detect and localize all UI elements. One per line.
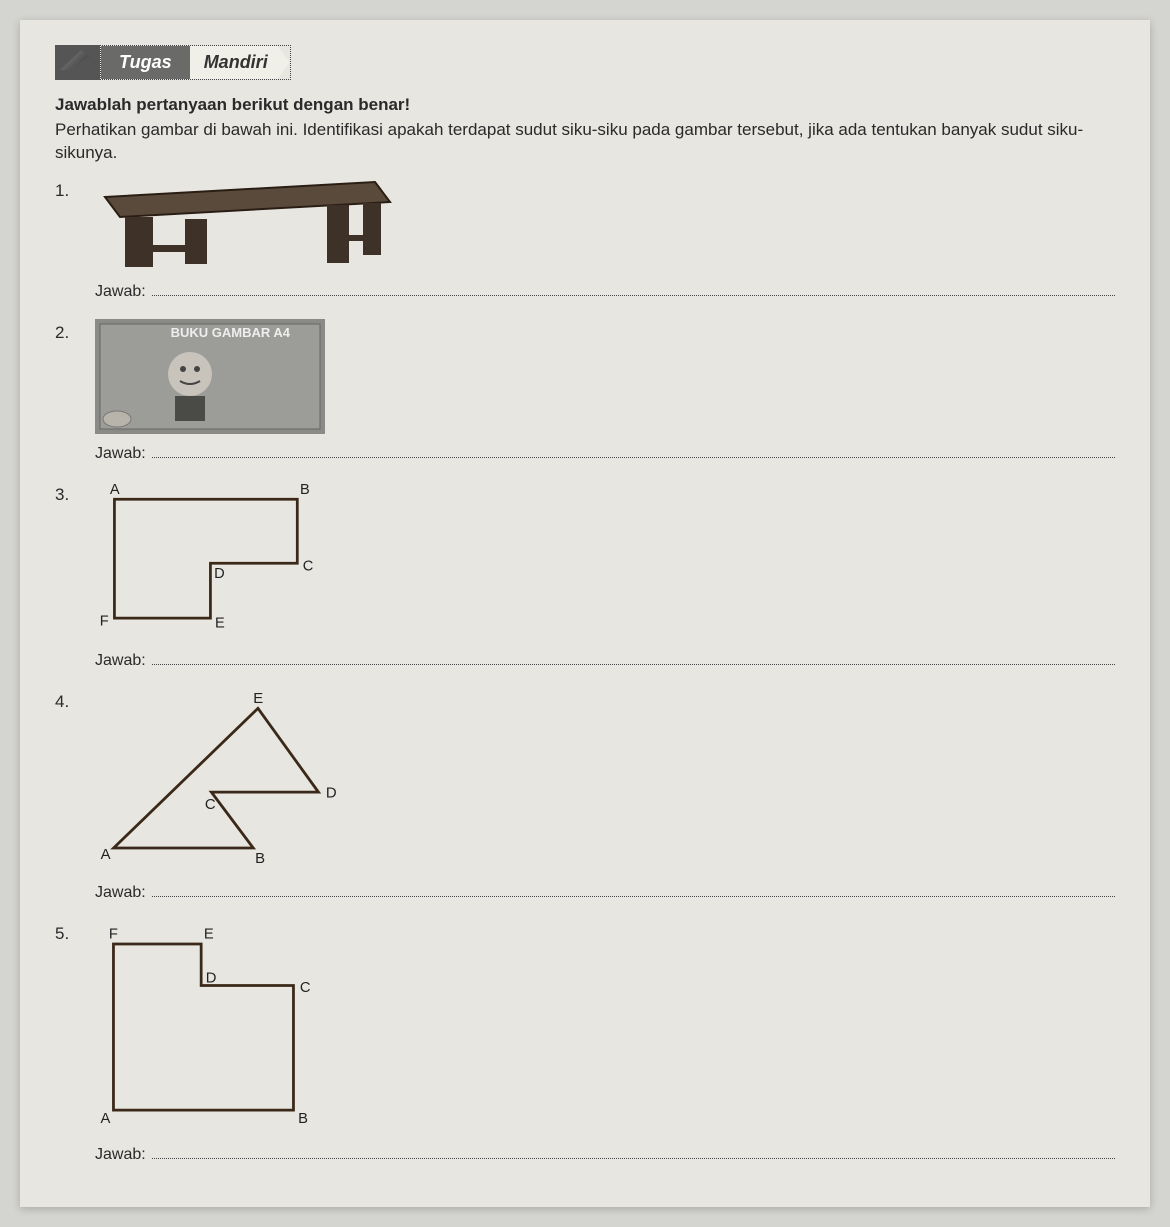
question-3: 3. A B C D E F Jawab: — [55, 481, 1115, 670]
answer-label: Jawab: — [95, 1146, 146, 1164]
question-5: 5. F E D C B A Jawab: — [55, 920, 1115, 1164]
vertex-B: B — [300, 482, 310, 498]
vertex-D: D — [214, 566, 225, 582]
vertex-A: A — [101, 847, 111, 863]
question-4: 4. E D C B A Jawab: — [55, 688, 1115, 902]
q3-answer-line: Jawab: — [95, 651, 1115, 670]
badge-left-label: Tugas — [101, 46, 190, 79]
q4-number: 4. — [55, 688, 77, 712]
q4-answer-line: Jawab: — [95, 883, 1115, 902]
q2-book-figure: BUKU GAMBAR A4 — [95, 319, 325, 434]
question-2: 2. BUKU GAMBAR A4 Ja — [55, 319, 1115, 463]
q3-shape-figure: A B C D E F — [95, 481, 1115, 641]
vertex-C: C — [205, 797, 216, 813]
answer-label: Jawab: — [95, 445, 146, 463]
vertex-B: B — [298, 1111, 308, 1127]
vertex-E: E — [204, 926, 214, 942]
vertex-E: E — [253, 691, 263, 707]
vertex-C: C — [300, 980, 311, 996]
vertex-D: D — [206, 971, 217, 987]
q5-answer-line: Jawab: — [95, 1145, 1115, 1164]
vertex-D: D — [326, 786, 337, 802]
q3-number: 3. — [55, 481, 77, 505]
q2-number: 2. — [55, 319, 77, 343]
vertex-C: C — [303, 558, 314, 574]
vertex-E: E — [215, 615, 225, 631]
answer-label: Jawab: — [95, 884, 146, 902]
answer-dots — [152, 282, 1115, 296]
question-1: 1. Jawab: — [55, 177, 1115, 301]
vertex-F: F — [109, 926, 118, 942]
vertex-A: A — [110, 482, 120, 498]
badge-right-label: Mandiri — [190, 46, 290, 79]
pencil-icon — [55, 45, 100, 80]
worksheet-page: Tugas Mandiri Jawablah pertanyaan beriku… — [20, 20, 1150, 1207]
q5-number: 5. — [55, 920, 77, 944]
instruction-heading: Jawablah pertanyaan berikut dengan benar… — [55, 95, 1115, 115]
answer-dots — [152, 651, 1115, 665]
answer-label: Jawab: — [95, 283, 146, 301]
q4-shape-figure: E D C B A — [95, 688, 1115, 873]
q1-answer-line: Jawab: — [95, 282, 1115, 301]
badge-container: Tugas Mandiri — [100, 45, 291, 80]
q2-answer-line: Jawab: — [95, 444, 1115, 463]
answer-dots — [152, 444, 1115, 458]
header-badge: Tugas Mandiri — [55, 45, 291, 80]
q1-number: 1. — [55, 177, 77, 201]
answer-label: Jawab: — [95, 652, 146, 670]
q5-shape-figure: F E D C B A — [95, 920, 1115, 1135]
instruction-body: Perhatikan gambar di bawah ini. Identifi… — [55, 119, 1115, 165]
q2-book-label: BUKU GAMBAR A4 — [171, 325, 290, 340]
vertex-F: F — [100, 613, 109, 629]
answer-dots — [152, 1145, 1115, 1159]
q1-table-figure — [95, 177, 395, 272]
vertex-B: B — [255, 851, 265, 867]
answer-dots — [152, 883, 1115, 897]
vertex-A: A — [101, 1111, 111, 1127]
